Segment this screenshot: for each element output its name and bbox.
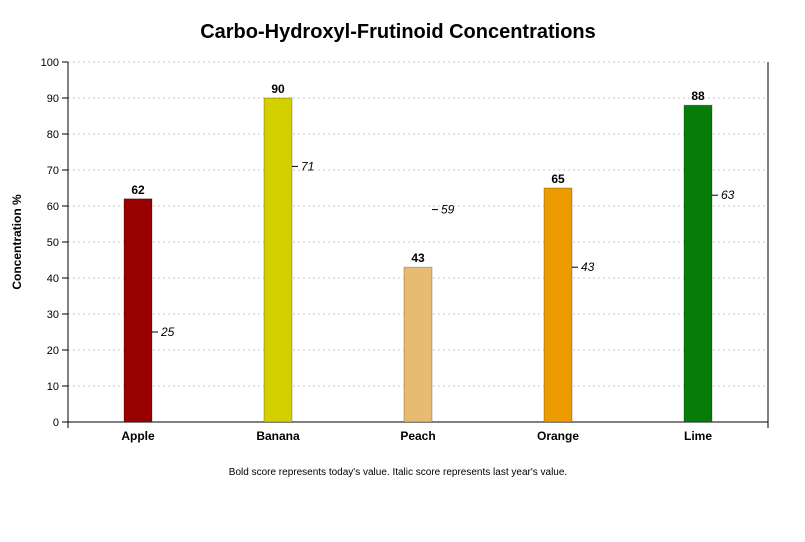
y-tick-label: 30 — [47, 309, 59, 321]
x-axis: Apple Banana Peach Orange Lime — [67, 421, 768, 443]
y-tick-label: 50 — [47, 237, 59, 249]
y-tick-label: 60 — [47, 201, 59, 213]
y-tick-label: 70 — [47, 165, 59, 177]
y-tick-label: 80 — [47, 129, 59, 141]
bar — [263, 97, 293, 423]
x-tick-label: Apple — [121, 429, 155, 443]
chart-note: Bold score represents today's value. Ita… — [229, 467, 567, 478]
bar — [683, 104, 713, 423]
data-label-today: 65 — [551, 172, 565, 186]
bar — [123, 198, 153, 423]
bar — [543, 187, 573, 423]
x-tick-label: Orange — [537, 429, 579, 443]
x-tick-label: Peach — [400, 429, 435, 443]
data-label-last-year: 43 — [581, 260, 595, 274]
y-tick-label: 40 — [47, 273, 59, 285]
y-tick-label: 0 — [53, 417, 59, 429]
data-label-today: 88 — [691, 89, 705, 103]
x-tick-label: Lime — [684, 429, 712, 443]
y-tick-label: 20 — [47, 345, 59, 357]
x-tick-label: Banana — [256, 429, 300, 443]
bars: 62 90 43 65 88 — [123, 82, 713, 423]
y-tick-label: 10 — [47, 381, 59, 393]
y-tick-label: 90 — [47, 93, 59, 105]
data-label-today: 43 — [411, 251, 425, 265]
data-label-last-year: 63 — [721, 188, 735, 202]
data-label-last-year: 59 — [441, 203, 455, 217]
y-axis-label: Concentration % — [10, 194, 24, 290]
data-label-last-year: 25 — [160, 325, 175, 339]
data-label-today: 62 — [131, 183, 145, 197]
y-tick-label: 100 — [41, 57, 59, 69]
last-year-markers: 25 71 59 43 63 — [152, 159, 735, 339]
data-label-today: 90 — [271, 82, 285, 96]
data-label-last-year: 71 — [301, 159, 314, 173]
chart-title: Carbo-Hydroxyl-Frutinoid Concentrations — [200, 21, 596, 43]
y-axis: 0 10 20 30 40 50 60 70 80 90 100 — [41, 57, 769, 429]
bar — [403, 266, 433, 423]
